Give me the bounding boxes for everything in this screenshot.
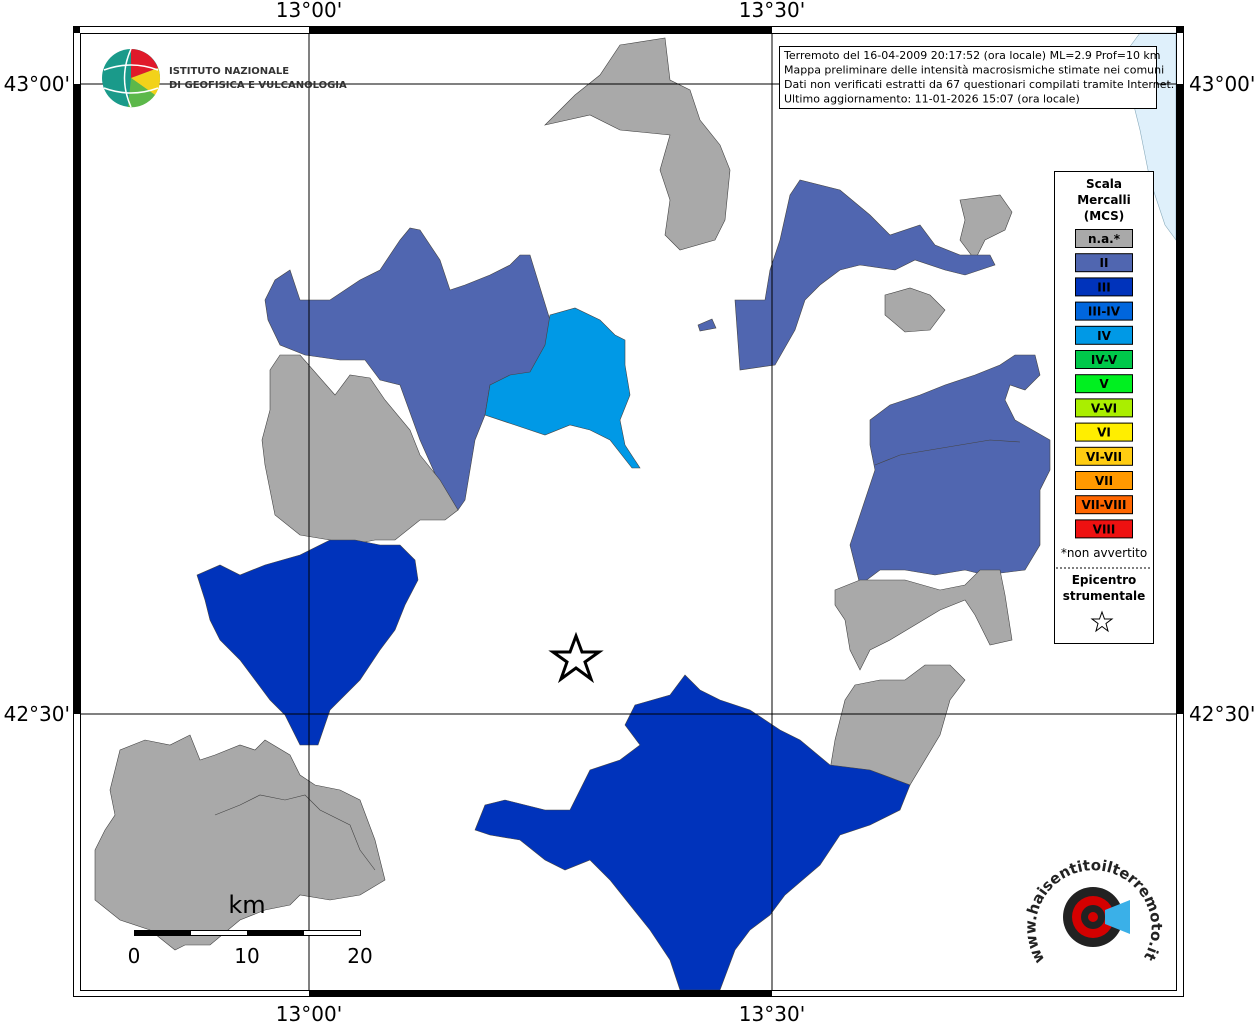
frame-bar	[73, 84, 80, 714]
legend-label: VI	[1097, 426, 1111, 440]
legend-swatch	[1075, 422, 1133, 442]
area	[884, 287, 946, 333]
legend-swatch	[1075, 325, 1133, 345]
legend-label: III-IV	[1088, 305, 1121, 319]
scale-label: 0	[128, 944, 141, 968]
frame-bar	[1176, 84, 1183, 714]
frame-bar	[73, 26, 80, 33]
legend-swatch	[1075, 519, 1133, 539]
scale-unit: km	[228, 891, 265, 919]
border	[874, 439, 1021, 466]
logo-text: ISTITUTO NAZIONALE	[169, 66, 289, 77]
area	[484, 307, 641, 469]
logo-text: DI GEOFISICA E VULCANOLOGIA	[169, 80, 347, 91]
longitude-label: 13°30'	[739, 1002, 805, 1024]
legend-swatch	[1075, 350, 1133, 369]
logo-speaker	[1105, 900, 1130, 934]
area	[959, 194, 1013, 261]
area	[697, 318, 717, 332]
legend-label: III	[1097, 280, 1110, 294]
info-line: Dati non verificati estratti da 67 quest…	[784, 78, 1174, 91]
latitude-label: 43°00'	[4, 72, 70, 96]
logo-lines	[103, 48, 159, 108]
area	[261, 354, 459, 546]
latitude-label: 42°30'	[1189, 702, 1255, 726]
legend-label: VIII	[1093, 522, 1116, 536]
latitude-label: 42°30'	[4, 702, 70, 726]
legend-label: VII	[1095, 474, 1113, 488]
logo-ring	[1088, 912, 1098, 922]
longitude-label: 13°00'	[276, 0, 342, 22]
scale-segment	[247, 930, 304, 936]
area	[544, 37, 731, 251]
scale-segment	[134, 930, 191, 936]
info-line: Ultimo aggiornamento: 11-01-2026 15:07 (…	[784, 93, 1080, 106]
legend-swatch	[1075, 374, 1133, 394]
legend-note: *non avvertito	[1061, 546, 1147, 560]
area	[474, 674, 911, 991]
legend-swatch	[1075, 277, 1133, 297]
legend-label: V-VI	[1091, 401, 1117, 415]
area	[94, 734, 386, 951]
info-text: Terremoto del 16-04-2009 20:17:52 (ora l…	[783, 49, 1174, 106]
legend-swatch	[1075, 495, 1133, 515]
info-line: Terremoto del 16-04-2009 20:17:52 (ora l…	[783, 49, 1161, 62]
legend-swatch	[1075, 471, 1133, 490]
logo-segment	[131, 68, 161, 95]
legend-label: IV-V	[1091, 353, 1118, 367]
latitude-label: 43°00'	[1189, 72, 1255, 96]
legend-title: Mercalli	[1077, 193, 1131, 207]
legend-label: II	[1100, 256, 1109, 270]
legend-title: (MCS)	[1084, 209, 1125, 223]
legend-epicenter: Epicentro	[1072, 573, 1137, 587]
legend-label: IV	[1097, 329, 1111, 343]
frame	[73, 26, 1184, 997]
legend-label: VII-VIII	[1081, 498, 1126, 512]
legend-label: VI-VII	[1086, 450, 1122, 464]
municipalities	[94, 37, 1051, 991]
border	[214, 794, 376, 871]
info-line: Mappa preliminare delle intensità macros…	[784, 64, 1164, 77]
area	[834, 569, 1013, 671]
legend-label: V	[1099, 377, 1109, 391]
legend-label: n.a.*	[1088, 232, 1121, 246]
area	[734, 179, 996, 371]
area	[849, 354, 1051, 586]
info-box	[779, 46, 1157, 109]
legend-box	[1054, 171, 1154, 644]
area	[196, 539, 419, 746]
frame-bar	[309, 26, 772, 33]
legend-swatch	[1075, 229, 1133, 248]
scale-label: 20	[347, 944, 372, 968]
frame-bar	[1176, 26, 1183, 33]
graticule	[80, 33, 1176, 990]
legend: ScalaMercalli(MCS)n.a.*IIIIIIII-IVIVIV-V…	[1075, 177, 1133, 539]
longitude-label: 13°30'	[739, 0, 805, 22]
legend-swatch	[1075, 253, 1133, 273]
frame-bar	[309, 990, 772, 997]
longitude-label: 13°00'	[276, 1002, 342, 1024]
legend-epicenter: strumentale	[1063, 589, 1146, 603]
legend-swatch	[1075, 301, 1133, 321]
scale-bar: km 0 10 20	[128, 891, 373, 968]
legend-title: Scala	[1086, 177, 1122, 191]
epicenter	[548, 631, 604, 684]
legend-swatch	[1075, 398, 1133, 418]
logo-segment	[131, 49, 158, 78]
legend-star	[1090, 610, 1114, 633]
scale-label: 10	[234, 944, 259, 968]
legend-swatch	[1075, 446, 1133, 466]
ingv-logo: ISTITUTO NAZIONALE DI GEOFISICA E VULCAN…	[102, 48, 347, 108]
